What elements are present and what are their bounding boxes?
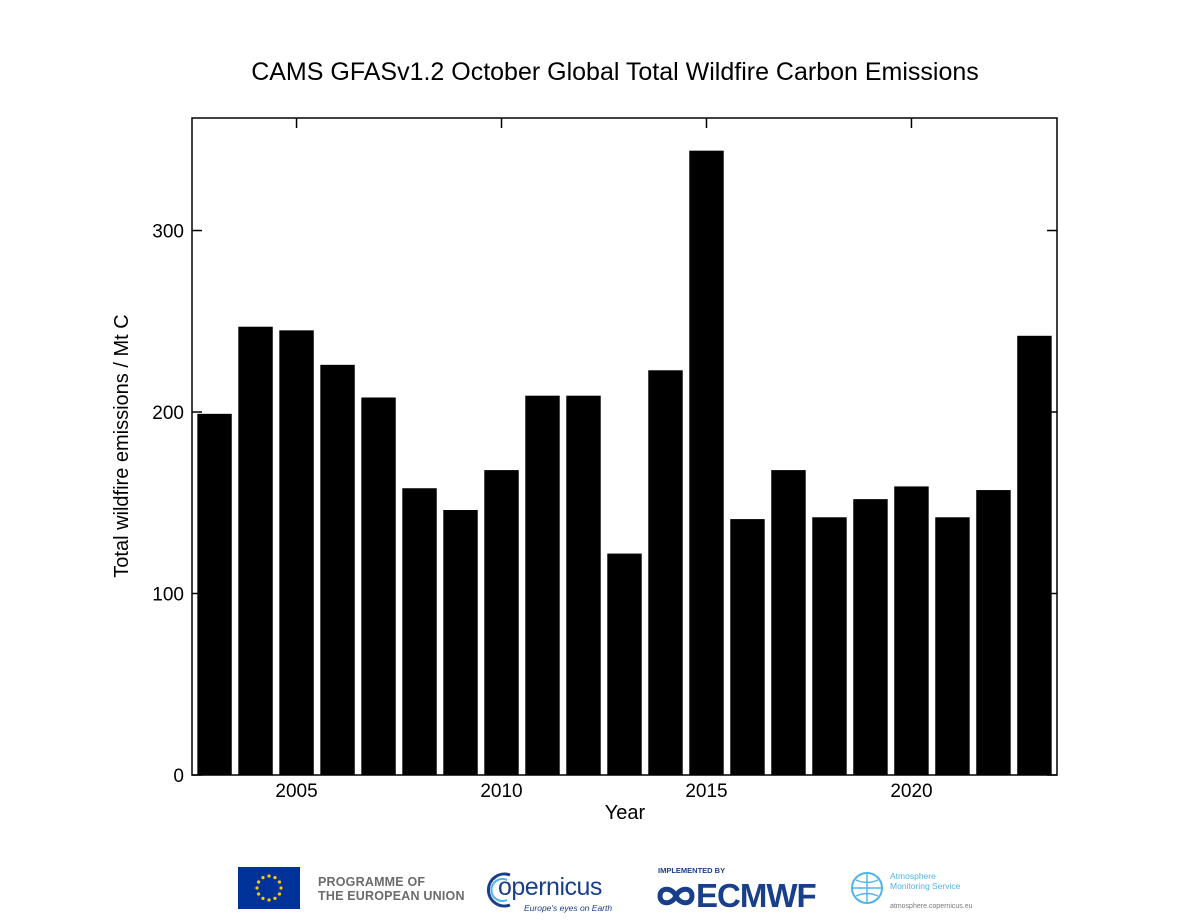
copernicus-c-icon bbox=[487, 872, 511, 908]
bar-2022 bbox=[976, 490, 1011, 775]
globe-icon bbox=[851, 872, 883, 904]
cams-line-1: Atmosphere bbox=[890, 871, 936, 881]
y-tick-label-200: 200 bbox=[152, 403, 184, 424]
y-tick-label-0: 0 bbox=[173, 766, 184, 787]
bar-2019 bbox=[853, 499, 888, 775]
x-axis-label: Year bbox=[605, 802, 646, 824]
eu-programme-label: PROGRAMME OF THE EUROPEAN UNION bbox=[318, 875, 465, 903]
eu-line-1: PROGRAMME OF bbox=[318, 875, 426, 889]
copernicus-logo: opernicus Europe's eyes on Earth bbox=[480, 865, 613, 915]
bar-2004 bbox=[238, 326, 273, 775]
axis-ticks: 0 100 200 300 2005 2010 2015 2020 bbox=[152, 118, 1057, 802]
wildfire-emissions-bar-chart: CAMS GFASv1.2 October Global Total Wildf… bbox=[111, 58, 1058, 824]
bar-2009 bbox=[443, 510, 478, 775]
bar-2013 bbox=[607, 553, 642, 775]
bar-2010 bbox=[484, 470, 519, 775]
y-axis-label: Total wildfire emissions / Mt C bbox=[111, 314, 133, 577]
bar-2011 bbox=[525, 395, 560, 775]
x-tick-label-2010: 2010 bbox=[480, 781, 522, 802]
bars-group bbox=[197, 150, 1052, 775]
ecmwf-wordmark: ECMWF bbox=[696, 877, 817, 914]
bar-2007 bbox=[361, 397, 396, 775]
x-tick-label-2015: 2015 bbox=[685, 781, 727, 802]
bar-2021 bbox=[935, 517, 970, 775]
y-tick-label-100: 100 bbox=[152, 585, 184, 606]
cams-service-name: Atmosphere Monitoring Service bbox=[890, 871, 960, 891]
eu-flag-icon bbox=[238, 867, 300, 909]
cams-url: atmosphere.copernicus.eu bbox=[890, 903, 973, 910]
bar-2023 bbox=[1017, 335, 1052, 775]
bar-2015 bbox=[689, 150, 724, 775]
cams-line-2: Monitoring Service bbox=[890, 881, 961, 891]
bar-2003 bbox=[197, 413, 232, 775]
plot-frame bbox=[191, 117, 1058, 776]
bar-2020 bbox=[894, 486, 929, 775]
bar-2012 bbox=[566, 395, 601, 775]
bar-2014 bbox=[648, 370, 683, 775]
bar-2017 bbox=[771, 470, 806, 775]
bar-2006 bbox=[320, 364, 355, 775]
cams-logo: Atmosphere Monitoring Service atmosphere… bbox=[848, 865, 978, 915]
ecmwf-logo: IMPLEMENTED BY ECMWF bbox=[656, 865, 826, 915]
eu-line-2: THE EUROPEAN UNION bbox=[318, 889, 465, 903]
bar-2008 bbox=[402, 488, 437, 775]
x-tick-label-2005: 2005 bbox=[275, 781, 317, 802]
copernicus-tagline: Europe's eyes on Earth bbox=[524, 903, 613, 913]
copernicus-wordmark: opernicus bbox=[498, 873, 602, 901]
x-tick-label-2020: 2020 bbox=[890, 781, 932, 802]
chart-title: CAMS GFASv1.2 October Global Total Wildf… bbox=[251, 58, 979, 86]
bar-2005 bbox=[279, 330, 314, 775]
footer-logos: PROGRAMME OF THE EUROPEAN UNION opernicu… bbox=[0, 855, 1200, 923]
ecmwf-swirl-icon bbox=[657, 886, 695, 906]
ecmwf-implemented-by: IMPLEMENTED BY bbox=[658, 866, 726, 875]
bar-2016 bbox=[730, 519, 765, 775]
y-tick-label-300: 300 bbox=[152, 222, 184, 243]
bar-2018 bbox=[812, 517, 847, 775]
eu-stars-icon bbox=[255, 874, 283, 902]
